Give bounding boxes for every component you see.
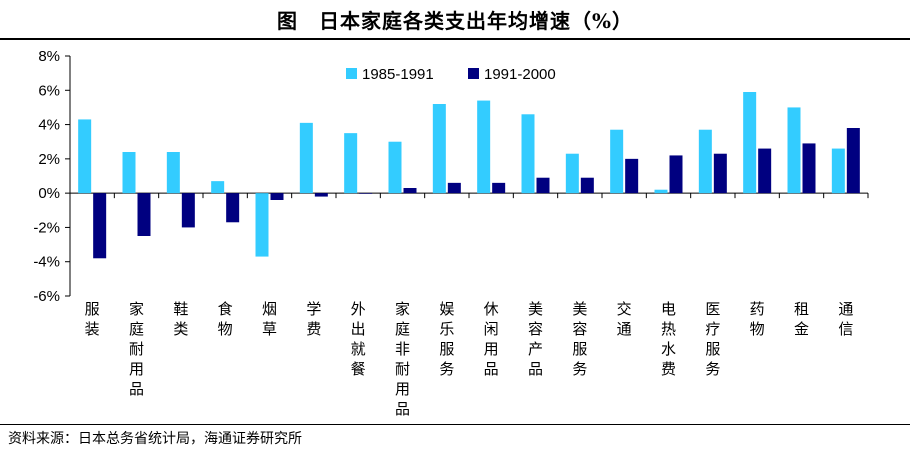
bar-1991-2000	[226, 193, 240, 223]
bar-1991-2000	[314, 193, 328, 197]
bar-1991-2000	[270, 193, 284, 200]
bar-1985-1991	[122, 152, 136, 194]
category-label: 家庭耐用品	[129, 300, 144, 398]
y-tick-label: 8%	[38, 48, 60, 65]
bar-1985-1991	[565, 153, 579, 194]
category-label: 美容服务	[572, 300, 587, 378]
legend-label: 1991-2000	[484, 66, 556, 83]
category-label: 租金	[794, 300, 809, 338]
legend: 1985-1991 1991-2000	[346, 66, 556, 83]
bar-1991-2000	[359, 193, 373, 194]
y-tick-label: -6%	[33, 288, 60, 305]
category-label: 交通	[617, 300, 632, 338]
bar-1985-1991	[477, 100, 491, 194]
bar-1991-2000	[669, 155, 683, 194]
category-label: 外出就餐	[351, 300, 366, 378]
bar-1991-2000	[403, 188, 417, 194]
y-tick-label: 0%	[38, 185, 60, 202]
y-tick-label: 4%	[38, 117, 60, 134]
y-tick-label: -2%	[33, 219, 60, 236]
source-note: 资料来源：日本总务省统计局，海通证券研究所	[8, 431, 302, 447]
bar-1985-1991	[344, 133, 358, 194]
bar-1991-2000	[137, 193, 151, 236]
bar-1991-2000	[802, 143, 816, 194]
bar-1991-2000	[580, 177, 594, 194]
bar-1991-2000	[758, 148, 772, 194]
bar-1985-1991	[255, 193, 269, 257]
legend-swatch	[346, 68, 357, 79]
chart-title: 图 日本家庭各类支出年均增速（%）	[276, 8, 633, 33]
bar-1985-1991	[787, 107, 801, 194]
bar-1985-1991	[432, 104, 446, 194]
y-tick-label: 6%	[38, 82, 60, 99]
category-label: 学费	[306, 300, 321, 338]
category-label: 电热水费	[661, 300, 676, 378]
legend-label: 1985-1991	[362, 66, 434, 83]
category-label: 家庭非耐用品	[395, 300, 410, 418]
y-tick-label: -4%	[33, 254, 60, 271]
category-label: 烟草	[262, 300, 277, 338]
bar-1991-2000	[713, 153, 727, 194]
bar-1985-1991	[78, 119, 92, 194]
bar-1985-1991	[743, 92, 757, 194]
bar-1985-1991	[388, 141, 402, 194]
category-label: 药物	[750, 300, 765, 338]
bar-1991-2000	[846, 128, 860, 194]
bar-1985-1991	[698, 129, 712, 194]
bar-1985-1991	[211, 181, 225, 194]
bar-1991-2000	[536, 177, 550, 194]
category-label: 通信	[838, 300, 853, 338]
category-label: 医疗服务	[705, 300, 720, 378]
footer-divider	[0, 424, 910, 425]
bars	[78, 92, 860, 259]
y-tick-label: 2%	[38, 151, 60, 168]
bar-1991-2000	[93, 193, 107, 259]
category-label: 休闲用品	[484, 300, 499, 378]
legend-swatch	[468, 68, 479, 79]
bar-1991-2000	[181, 193, 195, 228]
category-label: 娱乐服务	[439, 300, 454, 378]
title-divider	[0, 38, 910, 40]
axes: 8% 6% 4% 2% 0% -2% -4% -6%	[33, 48, 869, 305]
bar-1985-1991	[610, 129, 624, 194]
category-label: 鞋类	[173, 300, 188, 338]
bar-1991-2000	[447, 182, 461, 194]
bar-1985-1991	[654, 189, 668, 194]
bar-1985-1991	[166, 152, 180, 194]
bar-1985-1991	[521, 114, 535, 194]
category-label: 服装	[85, 300, 100, 338]
bar-1991-2000	[492, 182, 506, 194]
bar-1991-2000	[625, 158, 639, 194]
category-label: 美容产品	[528, 300, 543, 378]
category-label: 食物	[218, 300, 233, 338]
bar-1985-1991	[831, 148, 845, 194]
bar-1985-1991	[299, 122, 313, 194]
